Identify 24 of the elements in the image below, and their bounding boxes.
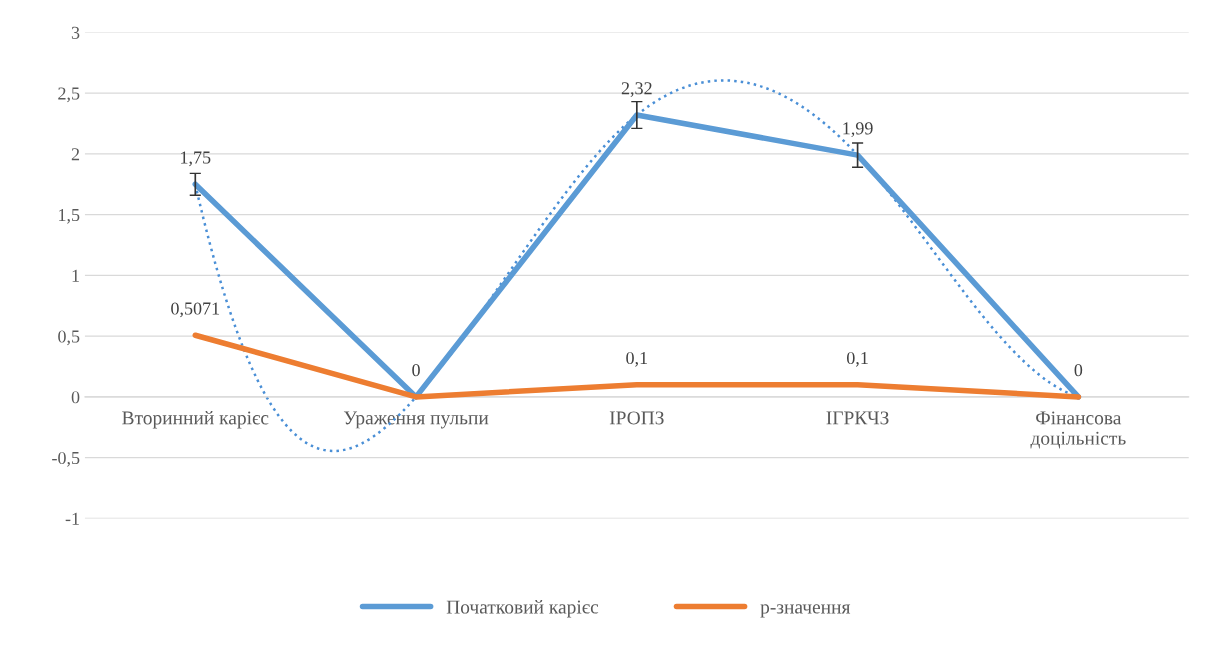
data-label: 0,5071	[171, 302, 220, 318]
y-tick-label: -0,5	[52, 451, 80, 467]
x-tick-label: Фінансова доцільність	[1030, 411, 1126, 449]
y-tick-label: 2	[71, 148, 80, 161]
legend-label: Початковий карієс	[446, 600, 599, 618]
data-label: 1,99	[843, 122, 873, 138]
y-tick-label: 1,5	[59, 208, 80, 224]
data-label: 2,32	[621, 82, 652, 97]
data-label: 0,1	[626, 351, 648, 367]
x-tick-label: Вторинний карієс	[122, 410, 269, 429]
x-tick-label: ІРОПЗ	[609, 411, 664, 425]
y-tick-label: 1	[72, 269, 79, 282]
legend-label: р-значення	[760, 604, 851, 618]
y-tick-label: -1	[65, 512, 79, 525]
data-label: 0	[1074, 364, 1083, 377]
y-tick-label: 0,5	[58, 330, 80, 346]
data-label: 0,1	[846, 351, 868, 367]
data-label: 0	[412, 364, 420, 377]
y-tick-label: 3	[71, 26, 80, 39]
y-tick-label: 2,5	[58, 87, 80, 103]
x-tick-label: Ураження пульпи	[343, 411, 489, 429]
x-tick-label: ІГРКЧЗ	[826, 411, 889, 425]
data-label: 1,75	[181, 151, 211, 167]
y-tick-label: 0	[71, 391, 80, 404]
